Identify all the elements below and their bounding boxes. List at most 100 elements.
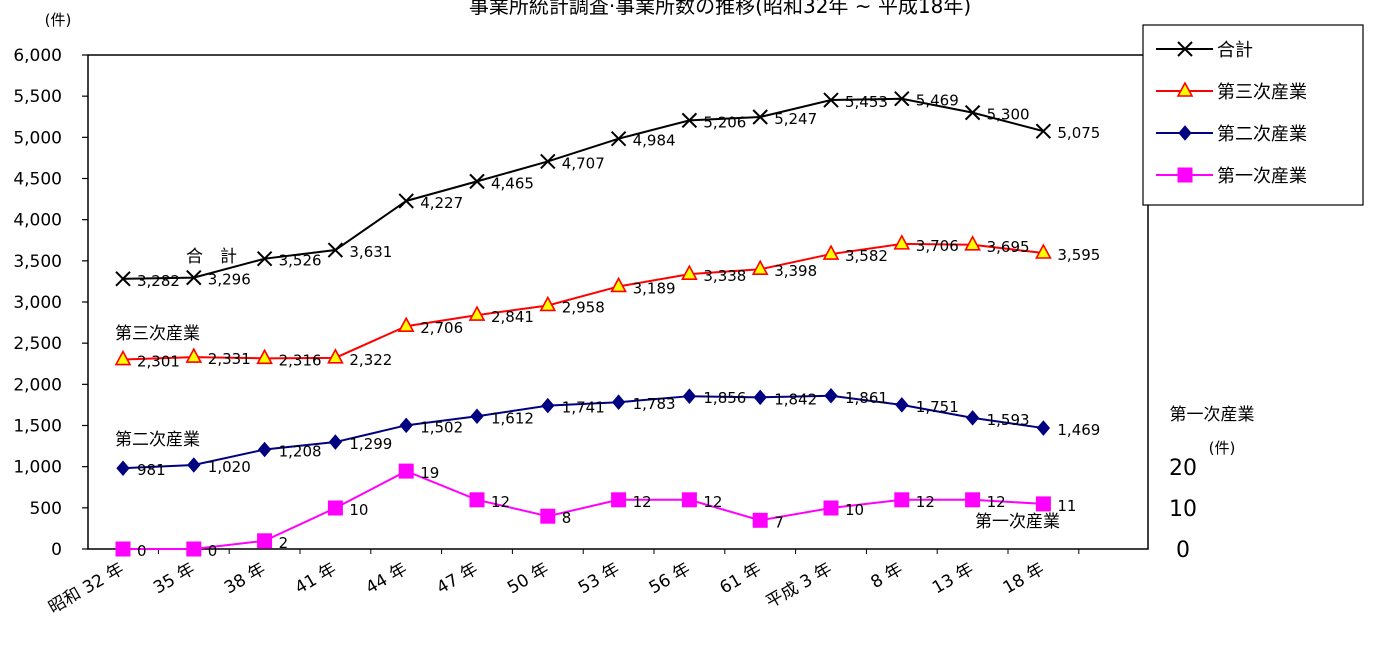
data-label-total: 5,300: [987, 106, 1030, 124]
right-axis-tick-label: 0: [1176, 538, 1190, 563]
x-tick-label: 昭和 32 年: [45, 559, 127, 618]
data-label-tertiary: 3,582: [845, 247, 888, 265]
data-point-total: [186, 269, 202, 286]
x-tick-label: 44 年: [363, 559, 411, 598]
data-point-secondary: [753, 389, 767, 406]
series-label-secondary: 第二次産業: [115, 430, 200, 450]
legend-entry: 合計: [1156, 40, 1253, 61]
data-label-tertiary: 3,706: [916, 237, 959, 255]
data-point-total: [398, 193, 414, 209]
data-point-total: [894, 91, 910, 107]
x-tick-label: 35 年: [150, 559, 198, 598]
data-point-tertiary: [964, 235, 981, 251]
legend-entry: 第二次産業: [1156, 124, 1307, 145]
data-label-secondary: 1,861: [845, 389, 888, 407]
data-label-total: 5,206: [703, 113, 746, 131]
data-label-primary: 12: [633, 493, 652, 511]
data-point-tertiary: [610, 276, 627, 293]
data-label-secondary: 1,741: [562, 399, 605, 417]
data-label-primary: 10: [845, 501, 864, 519]
data-point-primary: [1035, 496, 1051, 512]
y-tick-label: 5,000: [13, 128, 62, 148]
data-point-total: [823, 92, 839, 108]
data-label-tertiary: 2,331: [208, 350, 251, 368]
data-point-secondary: [328, 434, 343, 450]
data-point-secondary: [541, 397, 555, 414]
series-line-tertiary: [122, 242, 1044, 361]
series-label-primary: 第一次産業: [975, 512, 1060, 532]
marker-stroke: [327, 242, 344, 258]
marker-stroke: [186, 269, 202, 286]
data-point-tertiary: [751, 259, 769, 276]
series-label-tertiary: 第三次産業: [115, 324, 200, 344]
marker-stroke: [256, 250, 273, 267]
data-point-secondary: [1036, 420, 1051, 436]
data-point-tertiary: [185, 347, 203, 363]
data-label-total: 4,227: [420, 194, 463, 212]
data-label-tertiary: 3,398: [774, 262, 817, 280]
y-tick-label: 5,500: [13, 87, 62, 107]
marker-stroke: [1035, 123, 1052, 139]
data-point-total: [964, 104, 981, 121]
data-label-primary: 7: [774, 513, 784, 531]
data-label-primary: 12: [916, 493, 935, 511]
x-tick-label: 8 年: [868, 559, 907, 593]
data-point-tertiary: [327, 348, 344, 364]
legend-label: 第二次産業: [1217, 124, 1307, 145]
data-label-secondary: 1,612: [491, 409, 534, 427]
x-tick-label: 61 年: [717, 559, 765, 598]
x-tick-label: 平成 3 年: [763, 559, 836, 613]
marker-stroke: [823, 92, 839, 108]
data-label-secondary: 1,842: [774, 390, 817, 408]
data-point-primary: [965, 492, 981, 508]
data-point-total: [681, 112, 698, 129]
data-point-secondary: [895, 397, 909, 413]
y-axis-unit: (件): [45, 11, 72, 29]
series-line-primary: [123, 469, 1044, 550]
data-point-tertiary: [893, 234, 911, 250]
data-point-total: [540, 153, 556, 170]
legend-entry: 第一次産業: [1156, 166, 1307, 187]
y-tick-label: 6,000: [13, 46, 62, 66]
data-point-tertiary: [681, 264, 698, 280]
x-tick-label: 38 年: [221, 559, 269, 598]
marker-stroke: [115, 271, 131, 287]
data-label-primary: 12: [491, 493, 510, 511]
data-point-total: [752, 109, 768, 125]
y-tick-label: 3,500: [13, 252, 62, 272]
data-point-secondary: [824, 388, 838, 404]
y-tick-label: 4,500: [13, 170, 62, 190]
data-point-primary: [681, 492, 697, 508]
data-label-secondary: 1,020: [208, 458, 251, 476]
data-label-total: 3,631: [349, 243, 392, 261]
y-tick-label: 2,500: [13, 334, 62, 354]
data-point-total: [115, 271, 131, 287]
data-label-secondary: 1,208: [279, 443, 322, 461]
data-label-tertiary: 2,841: [491, 308, 534, 326]
data-point-tertiary: [822, 244, 840, 260]
data-label-total: 4,465: [491, 174, 534, 192]
data-point-primary: [540, 508, 556, 524]
data-point-secondary: [399, 417, 413, 434]
series-label-total: 合 計: [186, 247, 237, 267]
data-point-secondary: [116, 460, 130, 476]
x-tick-label: 18 年: [1000, 559, 1048, 598]
data-label-primary: 0: [137, 542, 147, 560]
data-point-tertiary: [397, 316, 415, 333]
data-point-total: [1035, 123, 1052, 139]
data-point-secondary: [257, 441, 272, 458]
data-label-tertiary: 2,706: [420, 319, 463, 337]
y-tick-label: 4,000: [13, 211, 62, 231]
data-point-secondary: [187, 457, 201, 473]
data-point-total: [327, 242, 344, 258]
x-tick-label: 56 年: [646, 559, 694, 598]
data-point-secondary: [470, 408, 484, 425]
data-point-total: [256, 250, 273, 267]
data-label-secondary: 1,856: [703, 389, 746, 407]
x-tick-label: 47 年: [433, 559, 481, 598]
data-label-secondary: 1,299: [349, 435, 392, 453]
data-point-primary: [186, 541, 202, 557]
legend-swatch-marker: [1178, 125, 1192, 141]
legend-swatch-marker: [1177, 41, 1193, 57]
